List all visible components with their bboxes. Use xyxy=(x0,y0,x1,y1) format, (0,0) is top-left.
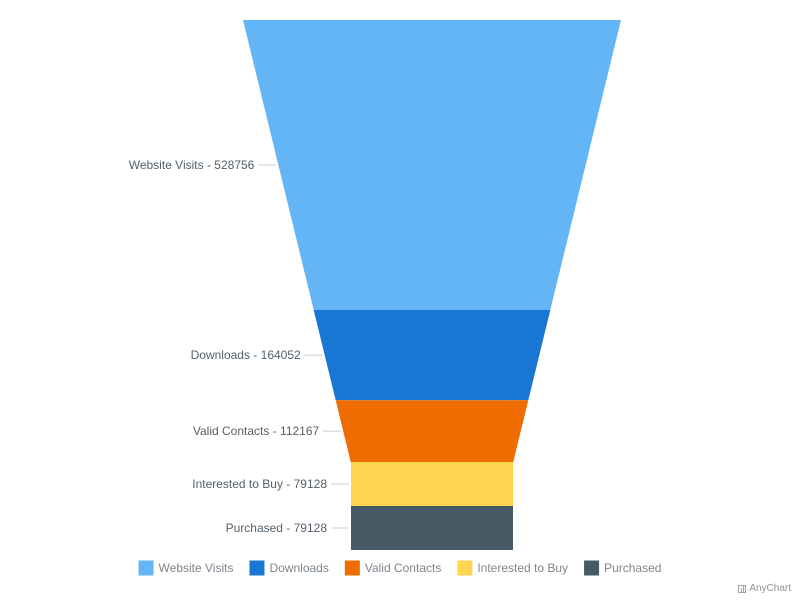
point-label: Valid Contacts - 112167 xyxy=(193,424,320,438)
legend-item-interested-to-buy[interactable]: Interested to Buy xyxy=(457,560,568,576)
point-label: Downloads - 164052 xyxy=(191,348,301,362)
legend-item-valid-contacts[interactable]: Valid Contacts xyxy=(344,560,441,576)
funnel-segments xyxy=(243,20,621,550)
legend: Website Visits Downloads Valid Contacts Int… xyxy=(138,560,661,576)
legend-swatch xyxy=(584,560,600,576)
legend-swatch xyxy=(457,560,473,576)
legend-swatch xyxy=(344,560,360,576)
credits[interactable]: AnyChart xyxy=(738,583,791,594)
legend-item-purchased[interactable]: Purchased xyxy=(584,560,661,576)
legend-swatch xyxy=(138,560,154,576)
legend-swatch xyxy=(249,560,265,576)
legend-label: Website Visits xyxy=(159,561,234,575)
point-label: Interested to Buy - 79128 xyxy=(192,477,327,491)
chart-icon xyxy=(738,584,747,593)
point-label: Website Visits - 528756 xyxy=(129,158,255,172)
legend-label: Downloads xyxy=(269,561,328,575)
legend-label: Interested to Buy xyxy=(477,561,568,575)
funnel-segment-interested-to-buy[interactable] xyxy=(350,462,514,506)
funnel-segment-valid-contacts[interactable] xyxy=(335,400,529,462)
funnel-labels: Website Visits - 528756 Downloads - 16405… xyxy=(129,158,349,535)
credits-label: AnyChart xyxy=(749,583,791,594)
legend-item-downloads[interactable]: Downloads xyxy=(249,560,329,576)
funnel-segment-website-visits[interactable] xyxy=(243,20,621,311)
point-label: Purchased - 79128 xyxy=(226,521,328,535)
legend-label: Purchased xyxy=(604,561,661,575)
funnel-segment-downloads[interactable] xyxy=(313,310,551,401)
legend-item-website-visits[interactable]: Website Visits xyxy=(138,560,234,576)
legend-label: Valid Contacts xyxy=(365,561,441,575)
funnel-segment-purchased[interactable] xyxy=(351,506,513,550)
